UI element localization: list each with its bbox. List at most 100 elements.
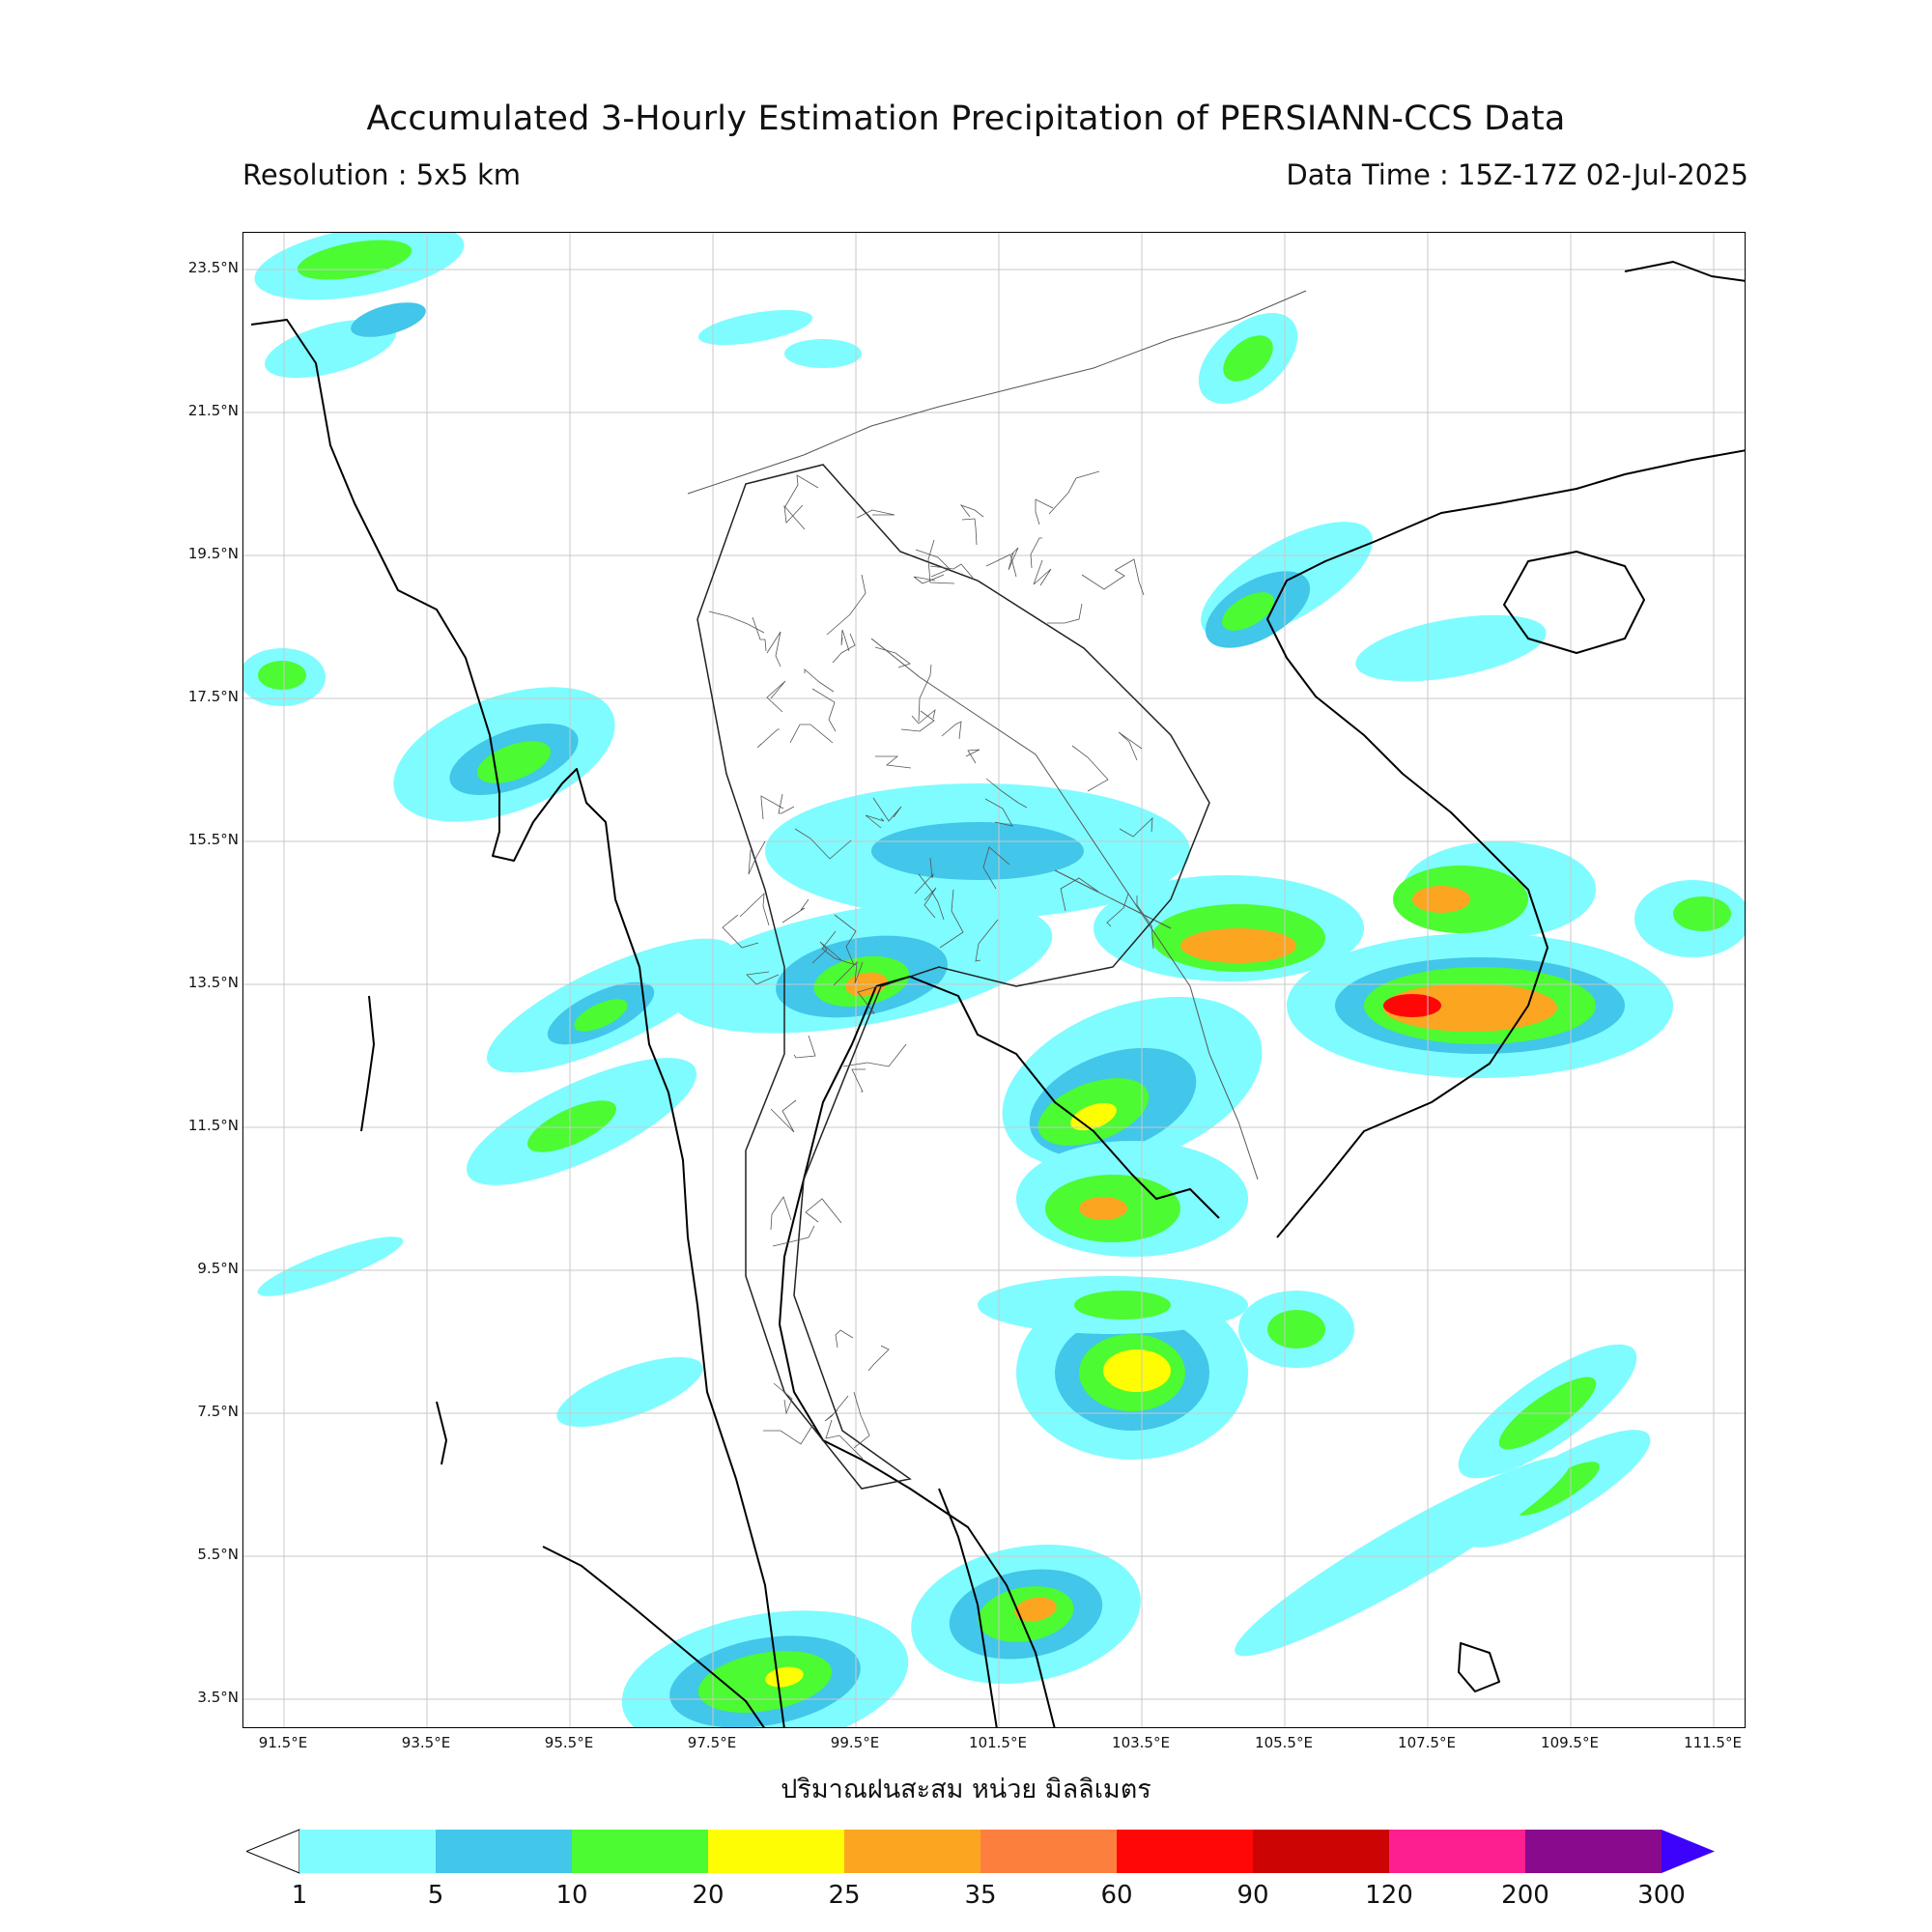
chart-title: Accumulated 3-Hourly Estimation Precipit… — [366, 99, 1566, 138]
colorbar-segment — [1253, 1830, 1389, 1873]
province-border — [867, 1345, 890, 1372]
longitude-tick-label: 91.5°E — [258, 1734, 308, 1751]
province-border — [783, 474, 819, 509]
province-border — [939, 889, 964, 949]
precip-area — [697, 309, 813, 346]
colorbar-level-label: 120 — [1365, 1881, 1413, 1910]
precip-area — [351, 302, 426, 337]
province-border — [927, 539, 955, 584]
province-border — [941, 721, 962, 740]
province-border — [1030, 537, 1042, 569]
colorbar-segment — [299, 1830, 436, 1873]
province-border — [811, 688, 837, 732]
province-border — [911, 708, 936, 724]
province-border — [840, 629, 850, 652]
longitude-tick-label: 95.5°E — [544, 1734, 594, 1751]
province-border — [915, 549, 951, 578]
province-border — [739, 892, 770, 926]
precip-area — [784, 339, 862, 368]
colorbar-segment — [980, 1830, 1117, 1873]
precip-area — [1079, 1197, 1127, 1220]
province-border — [835, 1329, 854, 1349]
province-border — [821, 930, 857, 966]
province-border — [900, 710, 935, 732]
precip-area — [1223, 335, 1273, 382]
precip-layer — [243, 233, 1745, 1727]
colorbar-segments — [246, 1829, 1715, 1874]
province-border — [794, 828, 852, 860]
province-border — [811, 941, 842, 964]
province-border — [1119, 816, 1153, 838]
province-border — [982, 846, 1010, 890]
province-border — [834, 914, 857, 966]
province-border — [923, 887, 937, 919]
province-border — [793, 1035, 816, 1059]
province-border — [708, 611, 765, 634]
precip-area — [1267, 1310, 1325, 1349]
x-axis-caption: ปริมาณฝนสะสม หน่วย มิลลิเมตร — [781, 1775, 1151, 1804]
colorbar-segment — [1117, 1830, 1253, 1873]
precip-area — [1074, 1291, 1171, 1320]
data-time-label: Data Time : 15Z-17Z 02-Jul-2025 — [1286, 158, 1748, 191]
province-border — [722, 914, 759, 949]
precip-area — [1221, 592, 1275, 631]
longitude-tick-label: 101.5°E — [969, 1734, 1027, 1751]
province-border — [1081, 569, 1125, 590]
thailand-provinces — [696, 464, 1210, 1490]
colorbar-segment — [1389, 1830, 1525, 1873]
precip-area — [871, 822, 1084, 880]
province-border — [770, 1196, 792, 1231]
precip-area — [1103, 1350, 1171, 1392]
colorbar — [246, 1829, 1715, 1874]
province-border — [1060, 877, 1099, 912]
province-border — [773, 1382, 793, 1415]
colorbar-segment — [1525, 1830, 1662, 1873]
longitude-tick-label: 109.5°E — [1541, 1734, 1599, 1751]
province-border — [874, 646, 911, 668]
precip-area — [1383, 994, 1441, 1017]
latitude-tick-label: 5.5°N — [197, 1546, 239, 1563]
colorbar-segment — [844, 1830, 980, 1873]
province-border — [804, 668, 835, 693]
province-border — [748, 840, 766, 875]
latitude-tick-label: 23.5°N — [187, 259, 239, 276]
province-border — [1071, 745, 1109, 792]
province-border — [781, 898, 810, 923]
province-border — [766, 631, 781, 668]
province-border — [975, 919, 999, 962]
graticule — [243, 233, 1745, 1727]
colorbar-level-label: 20 — [692, 1881, 724, 1910]
latitude-tick-label: 7.5°N — [197, 1403, 239, 1420]
province-border — [965, 749, 980, 764]
province-border — [1048, 470, 1100, 515]
precip-area — [556, 1356, 703, 1428]
precip-area — [527, 1100, 616, 1152]
province-border — [851, 1068, 866, 1093]
thailand-outline — [696, 464, 1210, 1490]
colorbar-segment — [436, 1830, 572, 1873]
latitude-tick-label: 11.5°N — [187, 1117, 239, 1134]
precip-area — [258, 661, 306, 690]
province-border — [766, 680, 786, 713]
colorbar-level-label: 10 — [555, 1881, 588, 1910]
province-border — [789, 724, 834, 744]
longitude-tick-label: 111.5°E — [1684, 1734, 1742, 1751]
latitude-tick-label: 9.5°N — [197, 1260, 239, 1277]
precipitation-map — [242, 232, 1746, 1728]
precip-area — [1673, 896, 1731, 931]
province-border — [856, 509, 895, 519]
colorbar-level-label: 35 — [964, 1881, 997, 1910]
colorbar-level-label: 25 — [828, 1881, 861, 1910]
colorbar-high-extension — [1662, 1830, 1715, 1873]
colorbar-level-label: 60 — [1100, 1881, 1133, 1910]
colorbar-segment — [708, 1830, 844, 1873]
province-border — [770, 1099, 797, 1133]
province-border — [961, 518, 978, 546]
colorbar-level-label: 300 — [1637, 1881, 1686, 1910]
province-border — [914, 857, 934, 895]
province-border — [984, 798, 1013, 827]
colorbar-segment — [572, 1830, 708, 1873]
province-border — [1136, 895, 1154, 950]
latitude-tick-label: 21.5°N — [187, 402, 239, 419]
province-border — [752, 616, 767, 652]
